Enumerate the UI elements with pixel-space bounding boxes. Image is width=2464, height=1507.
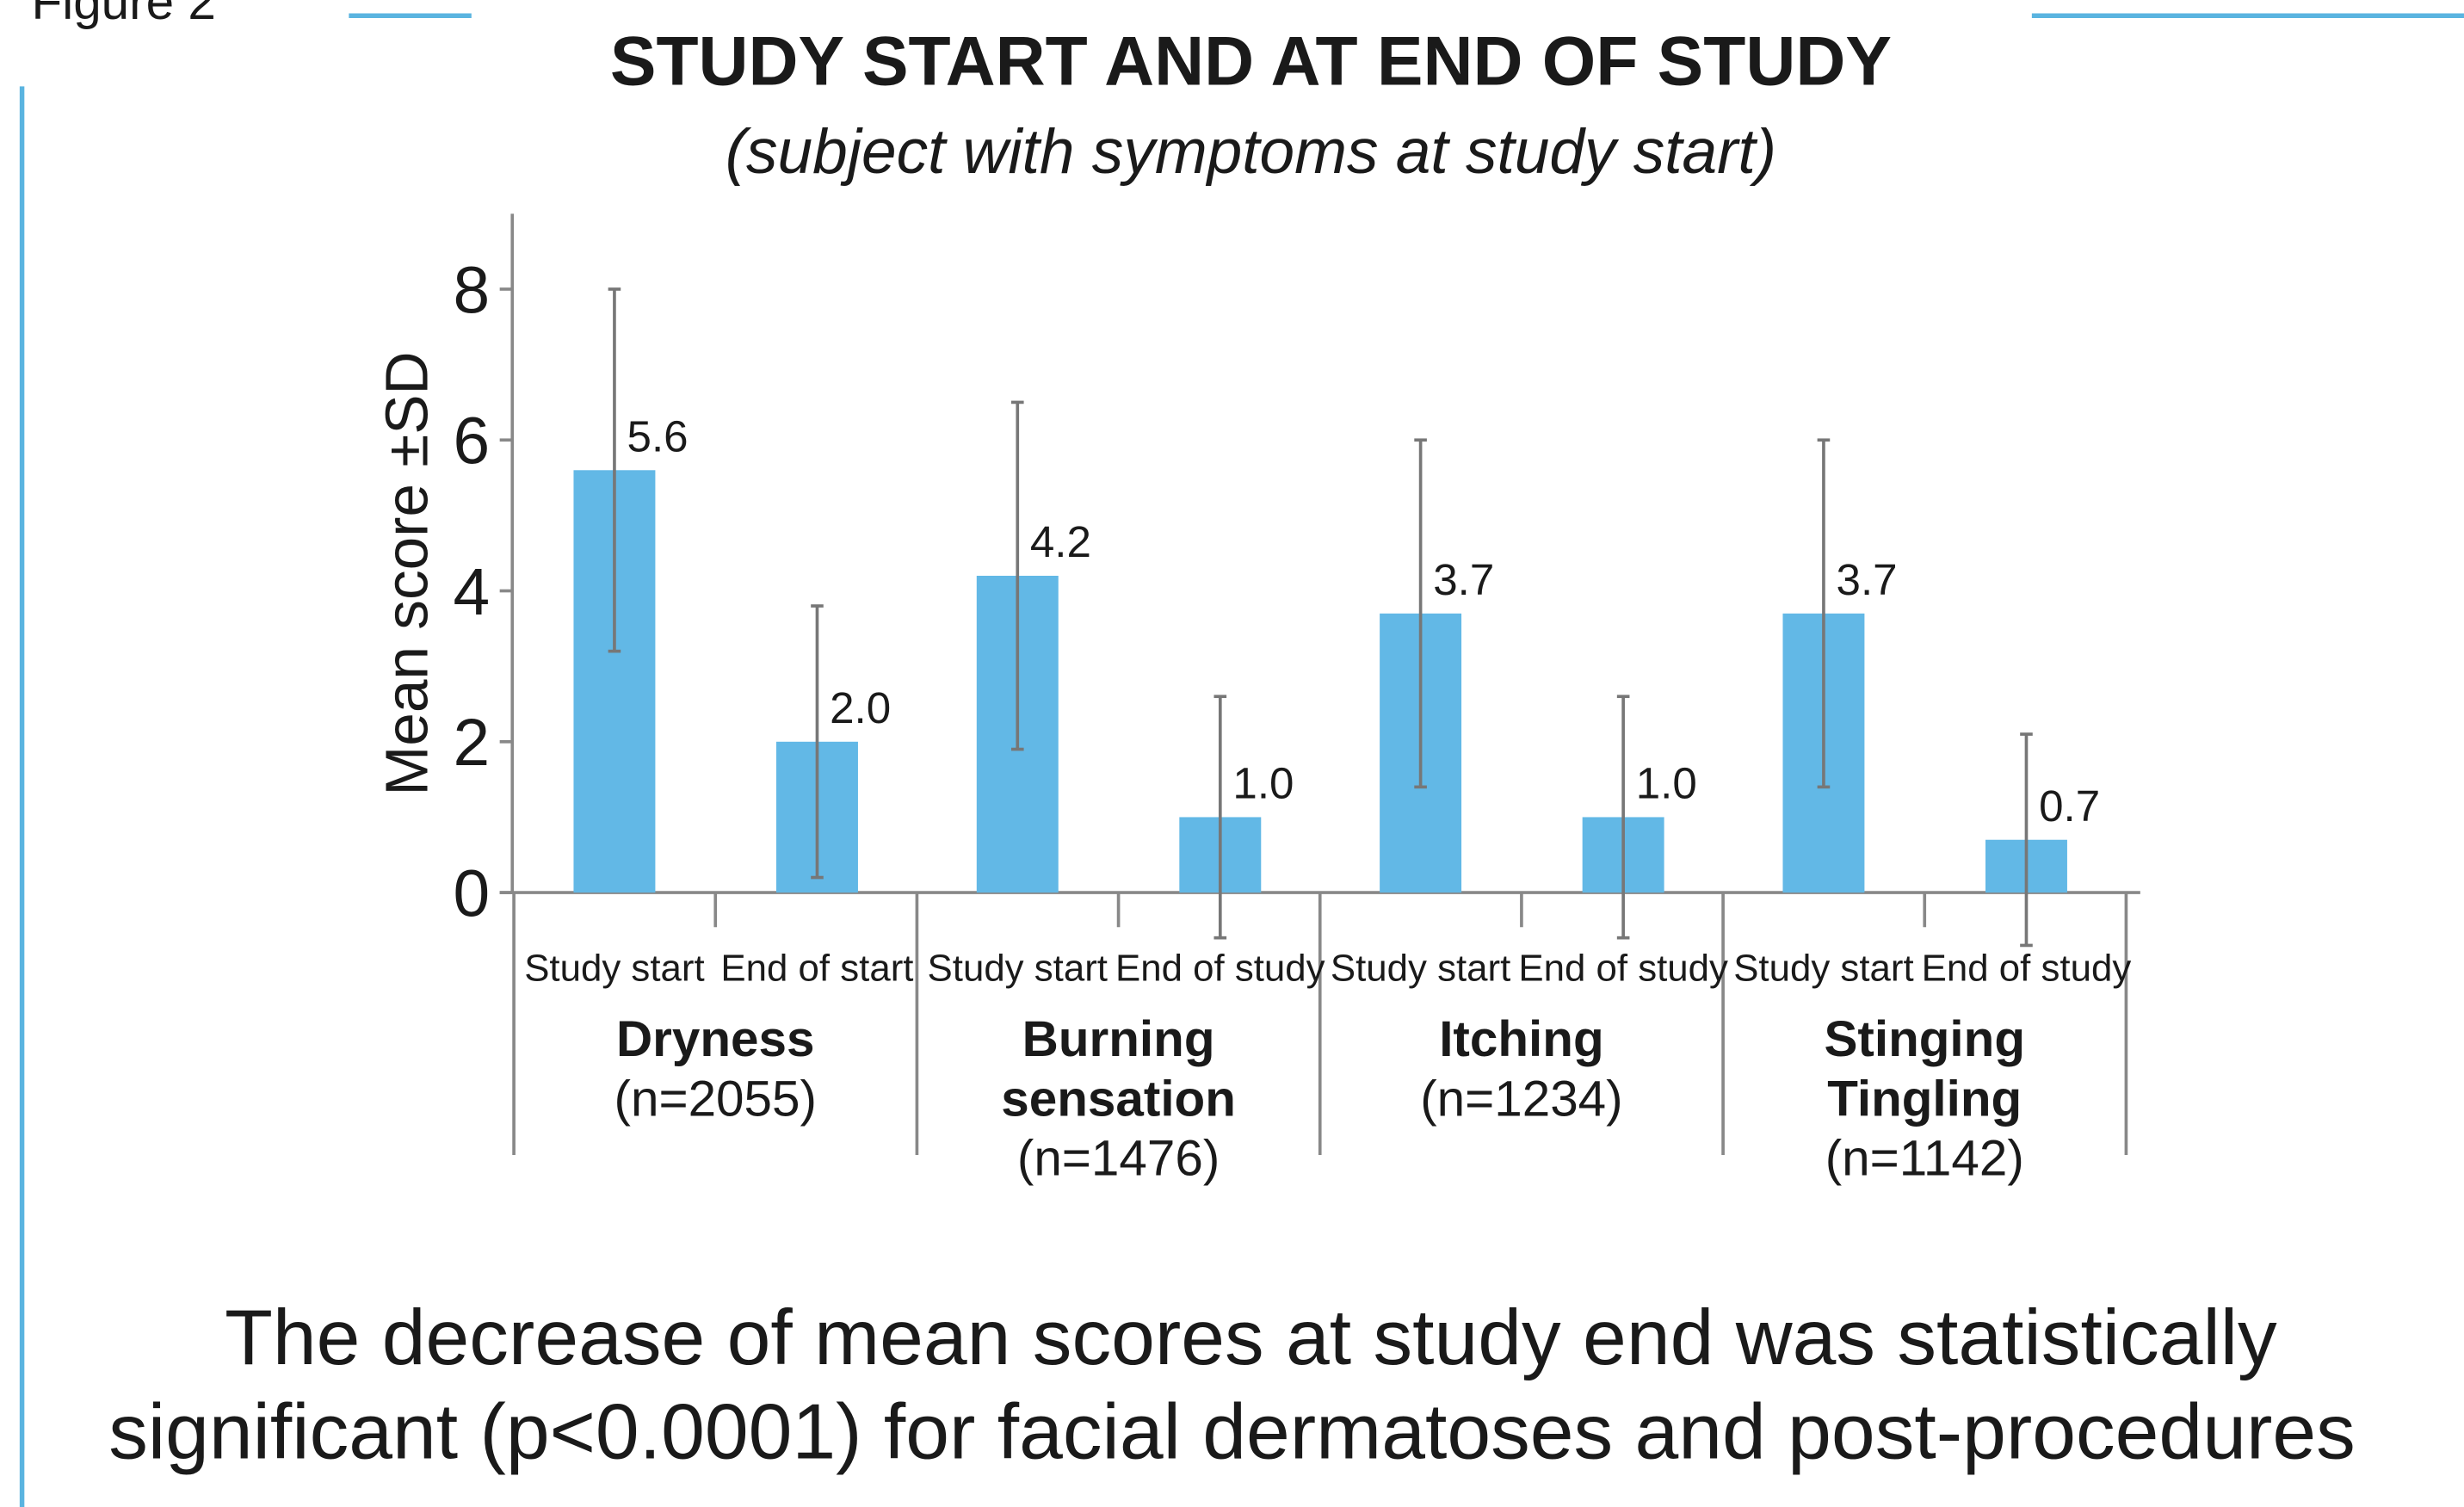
y-tick-label: 6 [453, 405, 490, 479]
value-label: 3.7 [1837, 555, 1898, 604]
value-label: 1.0 [1232, 759, 1294, 808]
figure-label: Figure 2 [32, 0, 216, 30]
x-tick-label: Study start [524, 947, 704, 989]
group-n: (n=1476) [1017, 1131, 1220, 1187]
group-label: Burning [1022, 1011, 1215, 1067]
x-tick-label: End of start [720, 947, 913, 989]
footnote: The decrease of mean scores at study end… [225, 1294, 2277, 1381]
x-tick-label: Study start [1733, 947, 1913, 989]
group-n: (n=1142) [1825, 1131, 2024, 1187]
group-n: (n=1234) [1420, 1071, 1622, 1127]
y-tick-label: 0 [453, 857, 490, 930]
chart-subtitle: (subject with symptoms at study start) [726, 117, 1776, 187]
y-tick-label: 2 [453, 707, 490, 780]
x-tick-label: End of study [1518, 947, 1728, 989]
group-n: (n=2055) [614, 1071, 817, 1127]
chart-title: STUDY START AND AT END OF STUDY [610, 23, 1892, 101]
y-axis-label: Mean score ±SD [374, 351, 441, 795]
value-label: 2.0 [830, 683, 891, 732]
y-tick-label: 8 [453, 254, 490, 327]
group-label: Itching [1439, 1011, 1603, 1067]
value-label: 0.7 [2039, 781, 2100, 831]
value-label: 1.0 [1636, 759, 1697, 808]
y-tick-label: 4 [453, 556, 490, 629]
footnote: significant (p<0.0001) for facial dermat… [108, 1387, 2356, 1475]
value-label: 3.7 [1433, 555, 1494, 604]
group-label: Tingling [1827, 1071, 2022, 1127]
group-label: Dryness [616, 1011, 815, 1067]
value-label: 4.2 [1030, 517, 1091, 566]
group-label: Stinging [1824, 1011, 2025, 1067]
value-label: 5.6 [627, 411, 689, 460]
x-tick-label: End of study [1922, 947, 2132, 989]
x-tick-label: End of study [1115, 947, 1325, 989]
x-tick-label: Study start [1331, 947, 1510, 989]
group-label: sensation [1001, 1071, 1236, 1127]
x-tick-label: Study start [928, 947, 1108, 989]
